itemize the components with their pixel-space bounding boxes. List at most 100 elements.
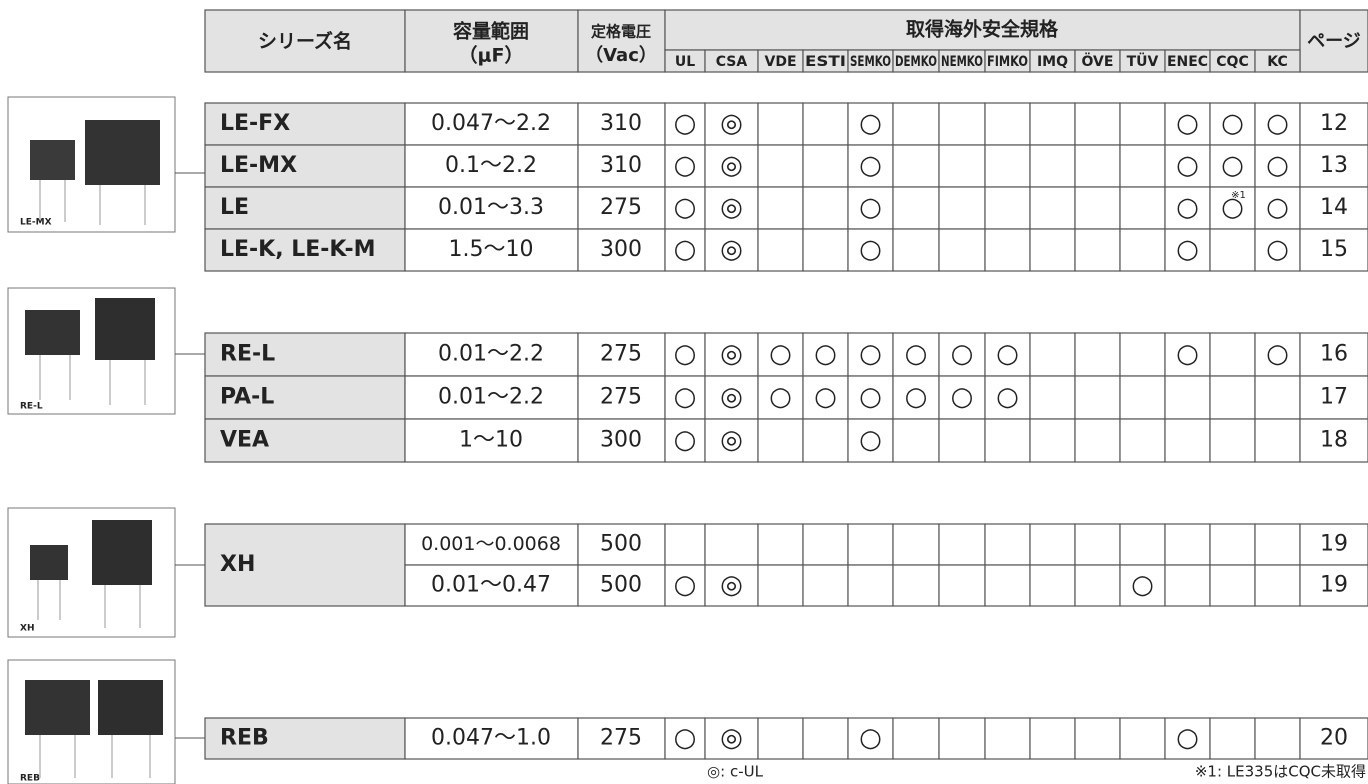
column-header: IMQ xyxy=(1037,54,1068,70)
page-number: 14 xyxy=(1320,195,1348,220)
cell xyxy=(1074,418,1121,463)
cell xyxy=(577,102,666,146)
cell xyxy=(1074,717,1121,760)
cert-mark: ○ xyxy=(905,339,928,369)
cell xyxy=(204,332,406,377)
cert-mark: ○ xyxy=(1266,235,1289,265)
cell xyxy=(404,523,579,566)
cert-mark: ○ xyxy=(1176,235,1199,265)
cell xyxy=(802,144,849,188)
note-mark: ※1 xyxy=(1231,190,1246,201)
cell xyxy=(1119,102,1166,146)
cell xyxy=(577,228,666,272)
cell xyxy=(892,418,940,463)
cell xyxy=(757,717,804,760)
cell xyxy=(802,418,849,463)
cert-mark: ○ xyxy=(1176,193,1199,223)
cell xyxy=(802,717,849,760)
cell xyxy=(1029,375,1076,420)
legend-note: ◎: c-UL xyxy=(707,763,764,781)
cell xyxy=(1254,375,1301,420)
series-name: LE xyxy=(220,195,249,220)
cell xyxy=(984,418,1031,463)
cell xyxy=(204,418,406,463)
header-text: シリーズ名 xyxy=(258,30,352,53)
cell xyxy=(577,717,666,760)
cell xyxy=(664,186,706,230)
cert-mark: ◎ xyxy=(720,235,743,265)
cert-mark: ○ xyxy=(674,109,697,139)
cell xyxy=(802,564,849,607)
cell xyxy=(892,717,940,760)
series-name: LE-K, LE-K-M xyxy=(220,237,376,262)
cell xyxy=(1299,144,1368,188)
cell xyxy=(1254,523,1301,566)
cell xyxy=(1164,523,1211,566)
column-header: KC xyxy=(1267,54,1288,70)
header-text: 容量範囲 xyxy=(453,20,529,43)
cell xyxy=(1074,332,1121,377)
page-number: 18 xyxy=(1320,428,1348,453)
capacitance-range: 0.01〜2.2 xyxy=(438,342,544,367)
cert-mark: ○ xyxy=(859,109,882,139)
cert-mark: ○ xyxy=(674,570,697,600)
cell xyxy=(1209,186,1256,230)
cell xyxy=(847,375,894,420)
voltage: 310 xyxy=(600,153,642,178)
cell xyxy=(1254,49,1301,73)
cell xyxy=(1164,375,1211,420)
cell xyxy=(984,375,1031,420)
header-text: 定格電圧 xyxy=(591,23,651,41)
cert-mark: ◎ xyxy=(720,339,743,369)
cell xyxy=(1119,144,1166,188)
column-header: ESTI xyxy=(805,54,846,70)
cell xyxy=(892,228,940,272)
column-header: VDE xyxy=(764,54,796,70)
capacitance-range: 0.047〜2.2 xyxy=(431,111,551,136)
image-caption: REB xyxy=(20,774,40,784)
column-header: DEMKO xyxy=(895,54,937,70)
cert-mark: ○ xyxy=(859,339,882,369)
page-number: 19 xyxy=(1320,532,1348,557)
cell xyxy=(892,523,940,566)
cell xyxy=(892,332,940,377)
cert-mark: ○ xyxy=(996,382,1019,412)
cell xyxy=(1029,332,1076,377)
cell xyxy=(204,9,406,73)
cell xyxy=(802,102,849,146)
cert-mark: ○ xyxy=(674,425,697,455)
cell xyxy=(664,418,706,463)
column-header: CQC xyxy=(1216,54,1248,70)
capacitance-range: 0.01〜3.3 xyxy=(438,195,544,220)
cell xyxy=(1299,186,1368,230)
cell xyxy=(1119,186,1166,230)
cell xyxy=(204,144,406,188)
header-text: 取得海外安全規格 xyxy=(906,18,1059,41)
cell xyxy=(757,102,804,146)
cell xyxy=(404,186,579,230)
cell xyxy=(404,717,579,760)
cell xyxy=(1029,228,1076,272)
cell xyxy=(757,523,804,566)
capacitance-range: 0.01〜0.47 xyxy=(431,573,551,598)
cell xyxy=(1209,332,1256,377)
footnote: ※1: LE335はCQC未取得 xyxy=(1195,763,1366,781)
page-number: 20 xyxy=(1320,726,1348,751)
cert-mark: ○ xyxy=(769,382,792,412)
cell xyxy=(404,564,579,607)
cert-mark: ○ xyxy=(674,193,697,223)
cell xyxy=(892,564,940,607)
series-name: LE-FX xyxy=(220,111,290,136)
cell xyxy=(757,186,804,230)
cell xyxy=(404,418,579,463)
cell xyxy=(1254,717,1301,760)
cell xyxy=(1074,375,1121,420)
cell xyxy=(204,523,406,607)
cell xyxy=(984,717,1031,760)
product-image xyxy=(7,287,205,415)
page-number: 17 xyxy=(1320,385,1348,410)
cell xyxy=(577,9,666,73)
cell xyxy=(204,228,406,272)
cell xyxy=(704,717,759,760)
cell xyxy=(1254,228,1301,272)
